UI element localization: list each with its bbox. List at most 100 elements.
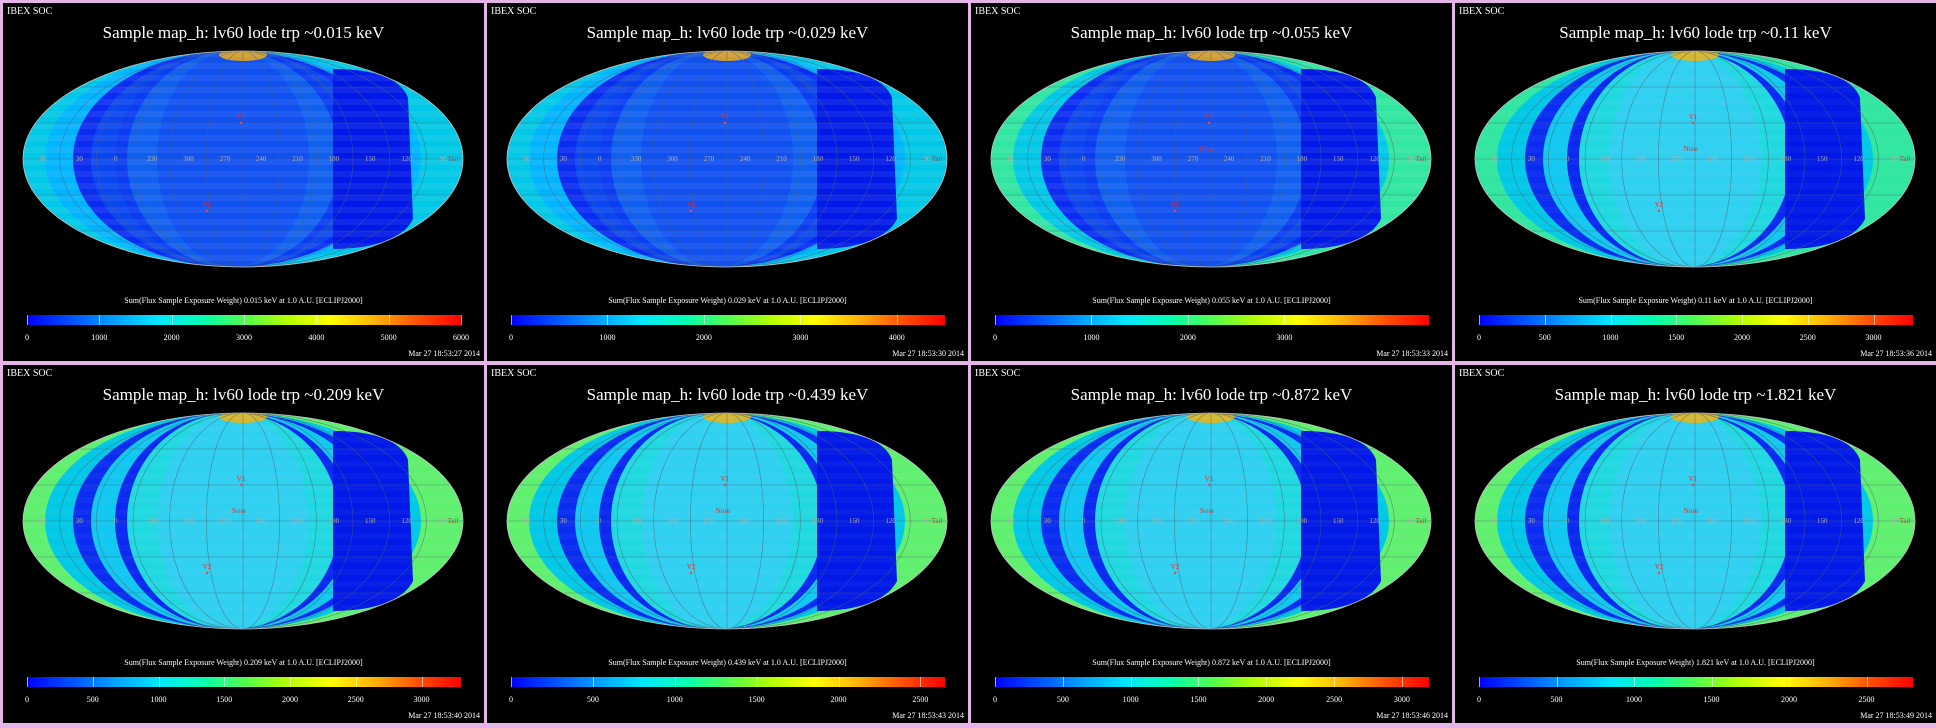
colorbar-tick-label: 2500 [1799,333,1816,342]
longitude-label: 120 [885,517,896,525]
meridian-line [1694,413,1842,629]
longitude-label: 240 [1708,517,1719,525]
meridian-line [1658,413,1696,629]
map-pixel-row [487,557,968,563]
map-pixel-row [487,545,968,551]
longitude-label: 150 [1333,517,1344,525]
map-pixel-row [23,51,463,57]
colorbar-tick-label: 1000 [1122,695,1139,704]
colorbar-tick-label: 2000 [1258,695,1275,704]
map-outline [506,50,948,268]
v2-marker: V2 [203,201,212,209]
colorbar-tick-mark [1807,315,1809,325]
colorbar-tick-mark [1789,677,1790,687]
map-pixel-row [507,51,947,57]
longitude-label: 270 [1188,517,1199,525]
map-pixel-row [971,593,1452,599]
meridian-line [206,413,244,629]
map-pixel-row [1455,207,1936,213]
longitude-label: 90 [440,155,448,163]
v2-marker: V2 [1171,201,1180,209]
v2-dot [1173,571,1177,575]
map-pixel-row [991,231,1431,237]
map-pixel-row [23,75,463,81]
map-pixel-row [507,207,947,213]
map-pixel-row [991,51,1431,57]
longitude-label: 60 [524,155,532,163]
map-pixel-row [507,63,947,69]
map-pixel-row [23,99,463,105]
colorbar-tick-mark [511,677,512,687]
map-pixel-row [3,593,484,599]
longitude-label: 0 [1566,517,1570,525]
colorbar-tick-mark [1634,677,1635,687]
meridian-line [1064,413,1212,629]
colorbar-tick-label: 2000 [830,695,847,704]
map-pixel-row [1455,135,1936,141]
meridian-line [580,51,728,267]
longitude-label: 330 [631,155,642,163]
map-pixel-row [487,569,968,575]
meridian-line [726,51,911,267]
colorbar-tick-label: 1000 [1083,333,1100,342]
map-pixel-row [23,243,463,249]
nose-marker: Nose [1200,507,1214,515]
map-pixel-row [3,533,484,539]
map-pixel-row [3,617,484,623]
timestamp: Mar 27 18:53:49 2014 [1860,711,1932,720]
v1-dot [1207,121,1211,125]
colorbar-caption: Sum(Flux Sample Exposure Weight) 0.439 k… [608,658,847,667]
colorbar-tick-mark [1610,315,1612,325]
v1-marker: V1 [237,475,246,483]
longitude-label: 30 [560,517,568,525]
meridian-line [1621,413,1696,629]
meridian-line [580,413,728,629]
panel-title: Sample map_h: lv60 lode trp ~0.055 keV [1070,23,1353,42]
colorbar-tick-mark [1401,677,1403,687]
map-pixel-row [23,63,463,69]
panel-title: Sample map_h: lv60 lode trp ~1.821 keV [1554,385,1837,404]
v2-marker: V2 [203,563,212,571]
meridian-line [1210,51,1322,267]
colorbar-tick-label: 2000 [1179,333,1196,342]
map-pixel-row [1455,255,1936,261]
meridian-line [1210,51,1395,267]
sky-map: 60 30 0 330 300 270 240 210 180 150 120 90V1V2NoseT… [3,412,484,630]
longitude-label: 30 [1528,517,1536,525]
map-pixel-row [23,171,463,177]
v1-marker: V1 [1205,475,1214,483]
panel-title: Sample map_h: lv60 lode trp ~0.029 keV [586,23,869,42]
v1-marker: V1 [237,113,246,121]
colorbar-tick-label: 4000 [888,333,905,342]
map-pixel-row [991,183,1431,189]
colorbar-tick-label: 1500 [1190,695,1207,704]
colorbar-tick-mark [703,315,705,325]
longitude-label: 330 [1599,517,1610,525]
longitude-label: 180 [1781,155,1792,163]
longitude-label: 300 [183,155,194,163]
timestamp: Mar 27 18:53:46 2014 [1376,711,1448,720]
longitude-label: 120 [401,155,412,163]
meridian-line [1210,51,1358,267]
soc-label: IBEX SOC [1459,6,1505,17]
timestamp: Mar 27 18:53:33 2014 [1376,349,1448,358]
tail-marker: Tail [1900,517,1911,525]
map-pixel-row [507,231,947,237]
tail-marker: Tail [1900,155,1911,163]
meridian-line [132,51,244,267]
timestamp: Mar 27 18:53:27 2014 [408,349,480,358]
map-pixel-row [1455,593,1936,599]
longitude-label: 30 [1044,517,1052,525]
map-pixel-row [971,425,1452,431]
map-pixel-row [23,123,463,129]
meridian-line [1621,51,1696,267]
map-pixel-row [971,461,1452,467]
meridian-line [242,51,390,267]
colorbar-tick-label: 3000 [236,333,252,342]
tail-marker: Tail [1416,517,1427,525]
longitude-label: 270 [704,155,715,163]
map-pixel-row [507,219,947,225]
colorbar-tick-mark [388,315,390,325]
